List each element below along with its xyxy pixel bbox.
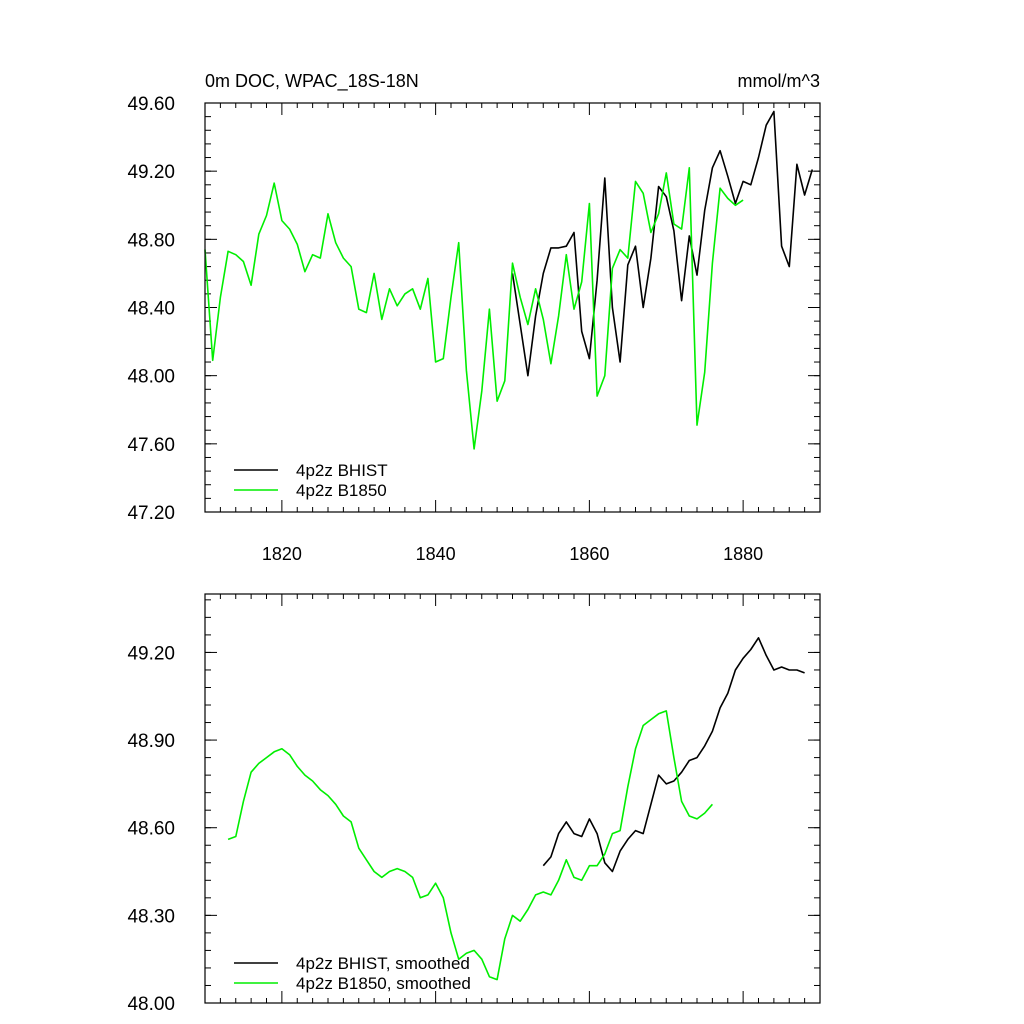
x-tick-label: 1820	[262, 544, 302, 564]
legend-label-b1850: 4p2z B1850	[296, 481, 387, 500]
top-panel-series	[204, 110, 814, 450]
y-tick-label: 48.00	[127, 367, 175, 388]
bottom-panel-frame	[204, 593, 821, 1004]
series-line-4p2z-b1850-smoothed	[227, 710, 714, 981]
series-line-4p2z-bhist	[511, 110, 814, 377]
bottom-panel-legend: 4p2z BHIST, smoothed 4p2z B1850, smoothe…	[234, 954, 471, 993]
y-tick-label: 48.00	[127, 994, 175, 1015]
y-tick-label: 47.20	[127, 503, 175, 524]
x-tick-label: 1880	[723, 544, 763, 564]
y-tick-label: 49.60	[127, 94, 175, 115]
y-tick-label: 48.40	[127, 299, 175, 320]
x-tick-label: 1860	[569, 544, 609, 564]
top-panel: 0m DOC, WPAC_18S-18N mmol/m^3 1820 1840 18…	[127, 71, 821, 564]
top-panel-frame	[204, 102, 821, 513]
top-panel-title: 0m DOC, WPAC_18S-18N	[205, 71, 419, 92]
legend-label-b1850-smoothed: 4p2z B1850, smoothed	[296, 974, 471, 993]
top-panel-ticks: 1820 1840 1860 1880 47.20 47.60 48.00 48.40 48.8…	[127, 94, 820, 564]
top-panel-legend: 4p2z BHIST 4p2z B1850	[234, 461, 388, 500]
x-tick-label: 1840	[416, 544, 456, 564]
bottom-panel-series	[227, 636, 805, 981]
series-line-4p2z-b1850	[204, 167, 744, 450]
top-panel-units: mmol/m^3	[738, 71, 820, 91]
bottom-panel-ticks: 48.00 48.30 48.60 48.90 49.20	[127, 594, 820, 1015]
y-tick-label: 49.20	[127, 162, 175, 183]
bottom-panel: 48.00 48.30 48.60 48.90 49.20 4p2z BHIST, sm…	[127, 593, 821, 1015]
series-line-4p2z-bhist-smoothed	[542, 636, 805, 873]
y-tick-label: 48.90	[127, 731, 175, 752]
y-tick-label: 48.60	[127, 819, 175, 840]
y-tick-label: 49.20	[127, 643, 175, 664]
legend-label-bhist: 4p2z BHIST	[296, 461, 388, 480]
y-tick-label: 47.60	[127, 435, 175, 456]
y-tick-label: 48.80	[127, 230, 175, 251]
legend-label-bhist-smoothed: 4p2z BHIST, smoothed	[296, 954, 470, 973]
y-tick-label: 48.30	[127, 906, 175, 927]
